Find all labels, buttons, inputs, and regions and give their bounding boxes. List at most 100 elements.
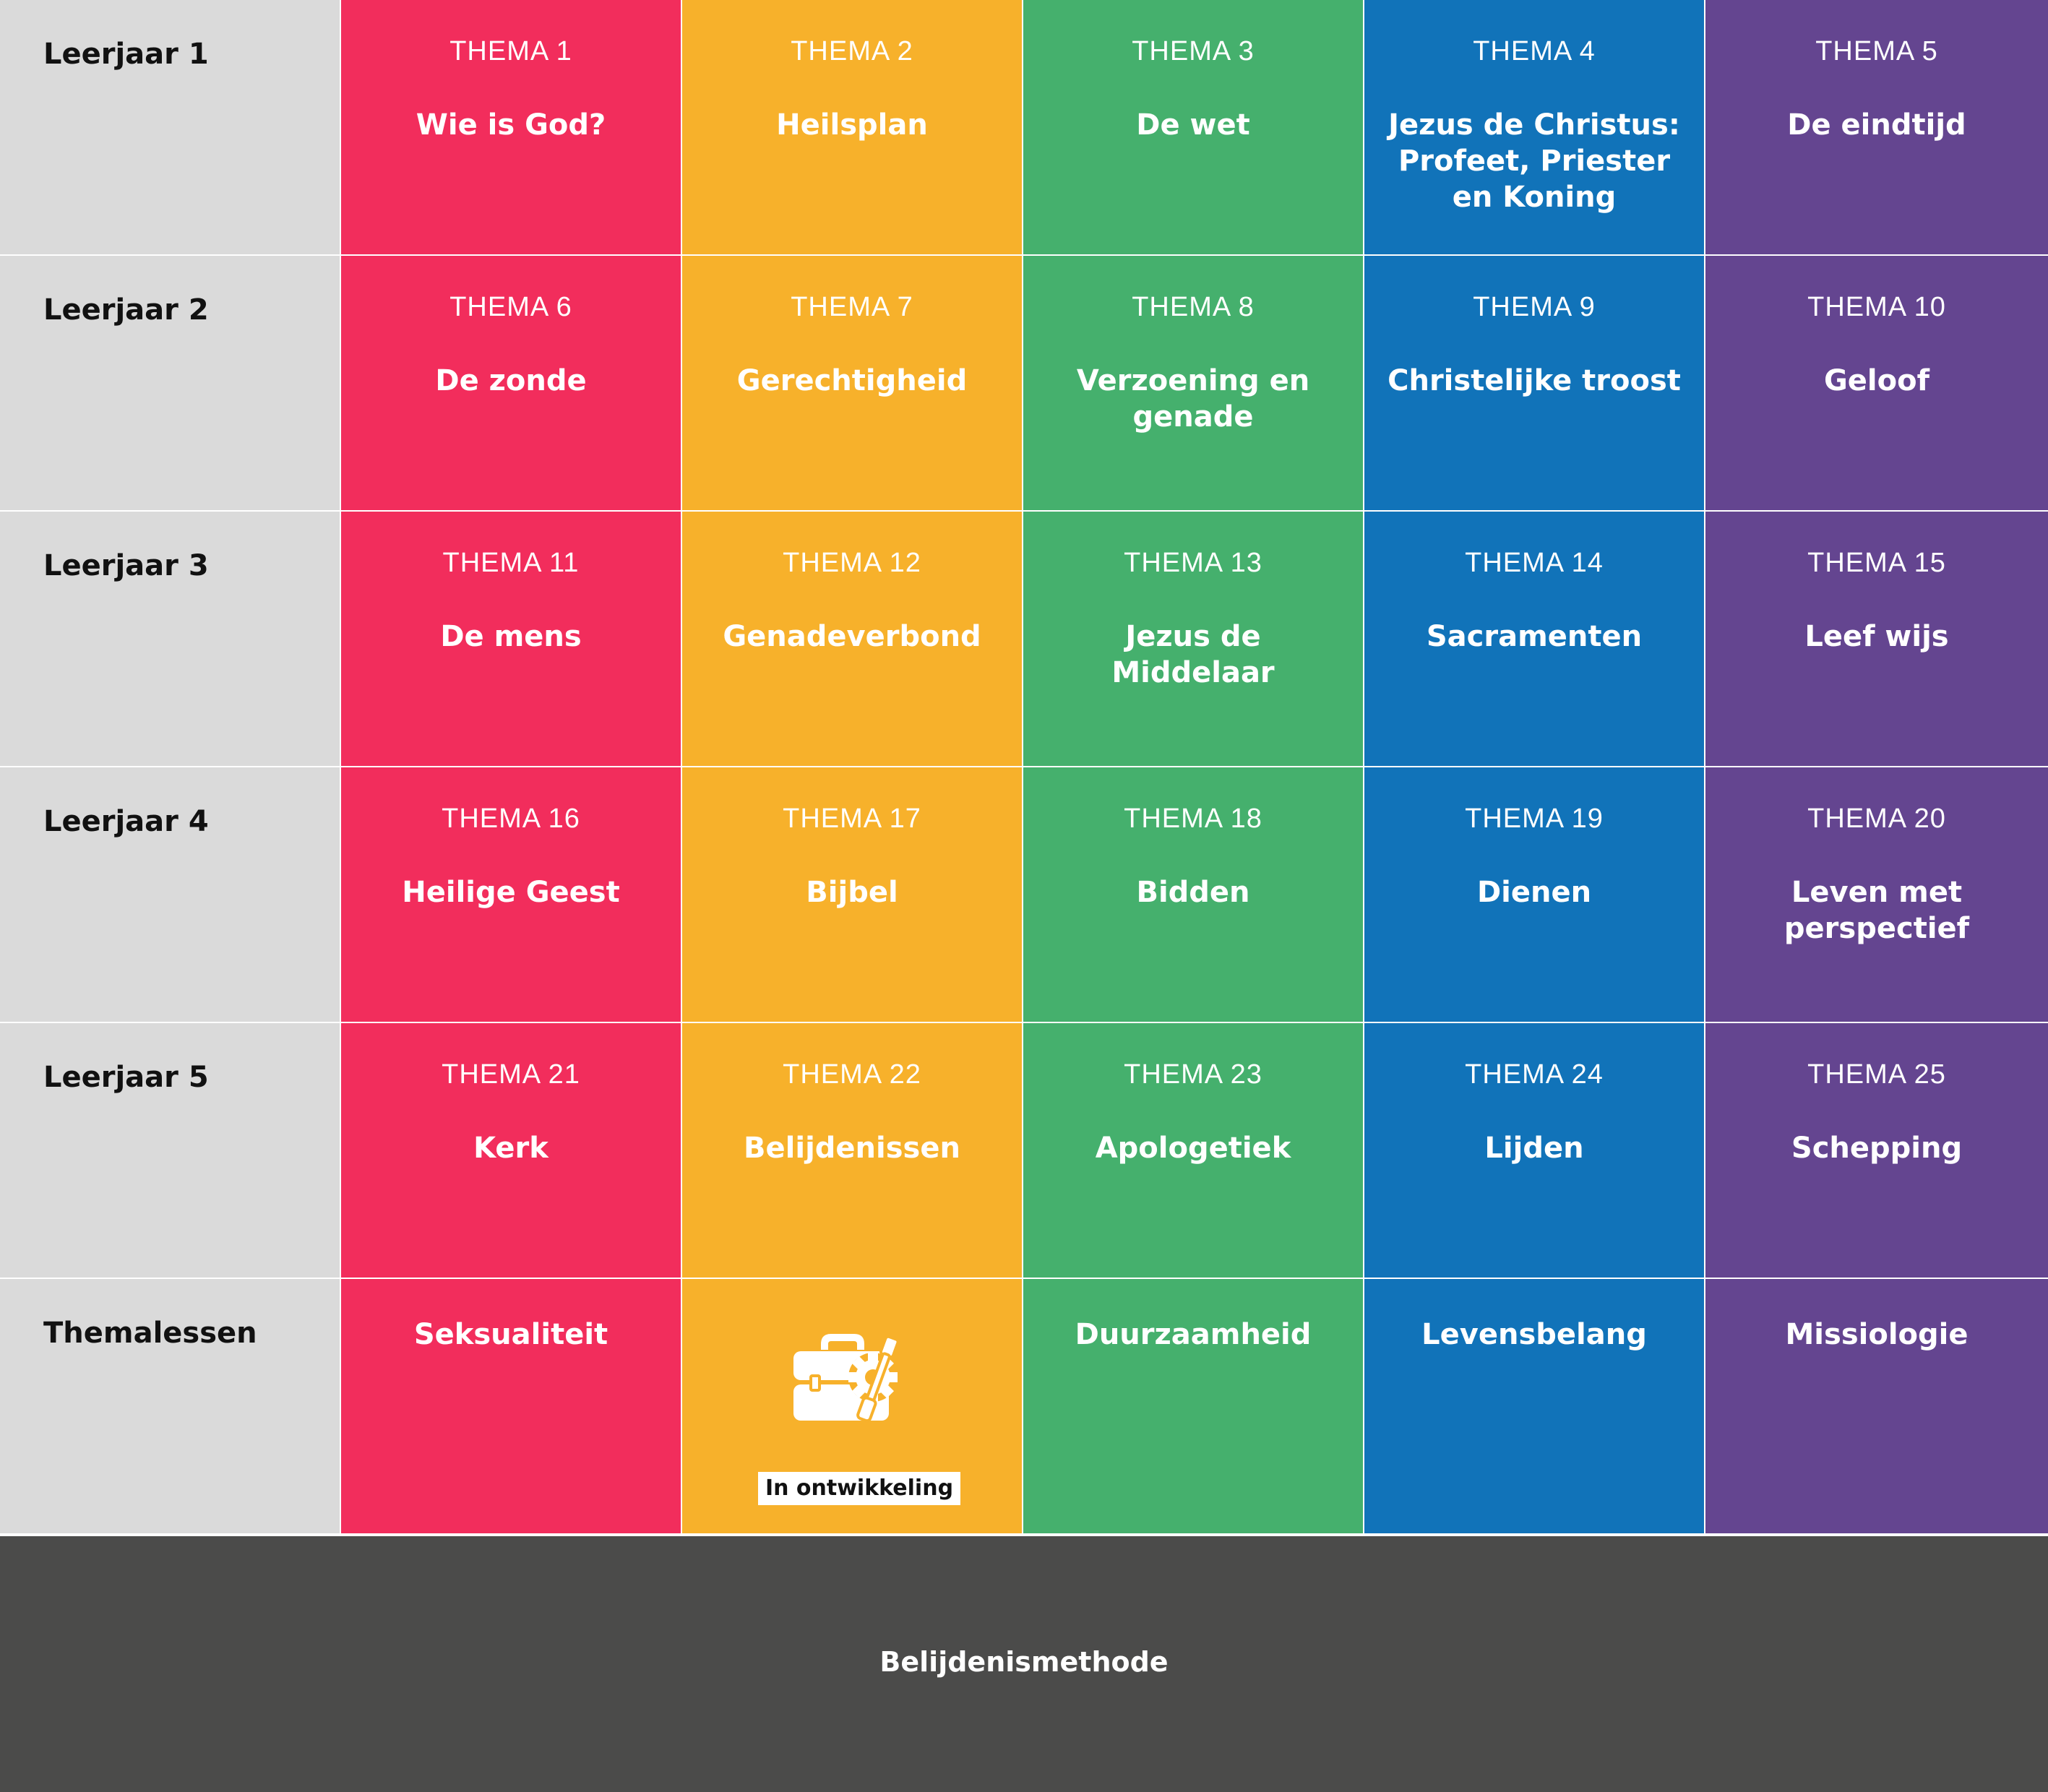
thema-title: Genadeverbond bbox=[723, 620, 981, 653]
thema-card-8[interactable]: THEMA 8 Verzoening en genade bbox=[1023, 256, 1364, 512]
thema-title: Heilsplan bbox=[776, 108, 928, 142]
thema-number: THEMA 2 bbox=[791, 36, 913, 66]
thema-title: Schepping bbox=[1791, 1132, 1963, 1165]
thema-title: Leef wijs bbox=[1804, 620, 1949, 653]
thema-number: THEMA 22 bbox=[783, 1059, 921, 1090]
thema-title: Belijdenissen bbox=[744, 1132, 960, 1165]
thema-card-10[interactable]: THEMA 10 Geloof bbox=[1705, 256, 2048, 512]
row-label-text: Themalessen bbox=[43, 1317, 257, 1350]
row-label-text: Leerjaar 4 bbox=[43, 805, 209, 838]
thema-title: De wet bbox=[1136, 108, 1250, 142]
thema-title: Apologetiek bbox=[1095, 1132, 1291, 1165]
thema-number: THEMA 4 bbox=[1473, 36, 1596, 66]
thema-number: THEMA 5 bbox=[1815, 36, 1938, 66]
thema-card-23[interactable]: THEMA 23 Apologetiek bbox=[1023, 1023, 1364, 1279]
thema-title: Gerechtigheid bbox=[736, 364, 968, 397]
thema-card-19[interactable]: THEMA 19 Dienen bbox=[1364, 767, 1705, 1023]
thema-card-18[interactable]: THEMA 18 Bidden bbox=[1023, 767, 1364, 1023]
thema-card-16[interactable]: THEMA 16 Heilige Geest bbox=[341, 767, 682, 1023]
themales-title: Levensbelang bbox=[1421, 1318, 1647, 1351]
footer-title: Belijdenismethode bbox=[879, 1646, 1169, 1678]
themales-title: Missiologie bbox=[1785, 1318, 1969, 1351]
thema-number: THEMA 8 bbox=[1132, 292, 1255, 322]
thema-number: THEMA 24 bbox=[1465, 1059, 1604, 1090]
thema-number: THEMA 23 bbox=[1124, 1059, 1262, 1090]
thema-card-12[interactable]: THEMA 12 Genadeverbond bbox=[682, 512, 1023, 767]
thema-card-9[interactable]: THEMA 9 Christelijke troost bbox=[1364, 256, 1705, 512]
thema-title: Heilige Geest bbox=[402, 876, 620, 909]
thema-card-25[interactable]: THEMA 25 Schepping bbox=[1705, 1023, 2048, 1279]
row-label-themalessen: Themalessen bbox=[0, 1279, 341, 1535]
themales-card-seksualiteit[interactable]: Seksualiteit bbox=[341, 1279, 682, 1535]
thema-title: Christelijke troost bbox=[1387, 364, 1681, 397]
row-label-text: Leerjaar 2 bbox=[43, 293, 209, 327]
row-label-leerjaar-4: Leerjaar 4 bbox=[0, 767, 341, 1023]
thema-card-15[interactable]: THEMA 15 Leef wijs bbox=[1705, 512, 2048, 767]
row-label-leerjaar-2: Leerjaar 2 bbox=[0, 256, 341, 512]
thema-title: Jezus de Christus: Profeet, Priester en … bbox=[1388, 108, 1680, 214]
thema-card-22[interactable]: THEMA 22 Belijdenissen bbox=[682, 1023, 1023, 1279]
curriculum-grid: Leerjaar 1 THEMA 1 Wie is God? THEMA 2 H… bbox=[0, 0, 2048, 1535]
thema-number: THEMA 7 bbox=[791, 292, 913, 322]
thema-card-11[interactable]: THEMA 11 De mens bbox=[341, 512, 682, 767]
thema-card-2[interactable]: THEMA 2 Heilsplan bbox=[682, 0, 1023, 256]
row-label-leerjaar-1: Leerjaar 1 bbox=[0, 0, 341, 256]
thema-number: THEMA 13 bbox=[1124, 548, 1262, 578]
thema-card-20[interactable]: THEMA 20 Leven met perspectief bbox=[1705, 767, 2048, 1023]
thema-title: Verzoening en genade bbox=[1076, 364, 1310, 434]
thema-card-4[interactable]: THEMA 4 Jezus de Christus: Profeet, Prie… bbox=[1364, 0, 1705, 256]
themales-card-levensbelang[interactable]: Levensbelang bbox=[1364, 1279, 1705, 1535]
toolbox-wrench-gear-icon bbox=[793, 1334, 900, 1423]
in-ontwikkeling-badge: In ontwikkeling bbox=[758, 1472, 960, 1505]
themales-card-in-ontwikkeling: In ontwikkeling bbox=[682, 1279, 1023, 1535]
thema-number: THEMA 20 bbox=[1807, 804, 1946, 834]
row-label-text: Leerjaar 3 bbox=[43, 549, 209, 582]
footer-banner: Belijdenismethode bbox=[0, 1536, 2048, 1792]
thema-title: Sacramenten bbox=[1426, 620, 1643, 653]
thema-number: THEMA 10 bbox=[1807, 292, 1946, 322]
thema-number: THEMA 19 bbox=[1465, 804, 1604, 834]
thema-title: Leven met perspectief bbox=[1784, 876, 1970, 945]
thema-number: THEMA 3 bbox=[1132, 36, 1255, 66]
row-label-text: Leerjaar 1 bbox=[43, 38, 209, 71]
row-label-leerjaar-5: Leerjaar 5 bbox=[0, 1023, 341, 1279]
thema-number: THEMA 21 bbox=[442, 1059, 580, 1090]
row-label-leerjaar-3: Leerjaar 3 bbox=[0, 512, 341, 767]
thema-card-17[interactable]: THEMA 17 Bijbel bbox=[682, 767, 1023, 1023]
thema-card-13[interactable]: THEMA 13 Jezus de Middelaar bbox=[1023, 512, 1364, 767]
thema-title: Dienen bbox=[1476, 876, 1592, 909]
thema-title: Wie is God? bbox=[416, 108, 606, 142]
thema-title: De eindtijd bbox=[1787, 108, 1966, 142]
themales-card-missiologie[interactable]: Missiologie bbox=[1705, 1279, 2048, 1535]
thema-card-14[interactable]: THEMA 14 Sacramenten bbox=[1364, 512, 1705, 767]
thema-title: Jezus de Middelaar bbox=[1111, 620, 1275, 689]
thema-number: THEMA 12 bbox=[783, 548, 921, 578]
thema-card-21[interactable]: THEMA 21 Kerk bbox=[341, 1023, 682, 1279]
thema-card-1[interactable]: THEMA 1 Wie is God? bbox=[341, 0, 682, 256]
thema-card-3[interactable]: THEMA 3 De wet bbox=[1023, 0, 1364, 256]
thema-title: Geloof bbox=[1823, 364, 1930, 397]
thema-number: THEMA 9 bbox=[1473, 292, 1596, 322]
thema-title: Lijden bbox=[1484, 1132, 1584, 1165]
thema-title: Bidden bbox=[1136, 876, 1250, 909]
thema-card-24[interactable]: THEMA 24 Lijden bbox=[1364, 1023, 1705, 1279]
thema-number: THEMA 16 bbox=[442, 804, 580, 834]
themales-title: Duurzaamheid bbox=[1075, 1318, 1312, 1351]
thema-number: THEMA 14 bbox=[1465, 548, 1604, 578]
themales-card-duurzaamheid[interactable]: Duurzaamheid bbox=[1023, 1279, 1364, 1535]
thema-card-7[interactable]: THEMA 7 Gerechtigheid bbox=[682, 256, 1023, 512]
thema-number: THEMA 17 bbox=[783, 804, 921, 834]
thema-number: THEMA 6 bbox=[449, 292, 572, 322]
thema-card-6[interactable]: THEMA 6 De zonde bbox=[341, 256, 682, 512]
thema-title: De mens bbox=[440, 620, 582, 653]
thema-title: De zonde bbox=[435, 364, 587, 397]
thema-number: THEMA 11 bbox=[442, 548, 580, 578]
row-label-text: Leerjaar 5 bbox=[43, 1061, 209, 1094]
thema-title: Bijbel bbox=[806, 876, 898, 909]
themales-title: Seksualiteit bbox=[413, 1318, 608, 1351]
thema-card-5[interactable]: THEMA 5 De eindtijd bbox=[1705, 0, 2048, 256]
thema-number: THEMA 18 bbox=[1124, 804, 1262, 834]
thema-number: THEMA 15 bbox=[1807, 548, 1946, 578]
thema-number: THEMA 1 bbox=[449, 36, 572, 66]
thema-number: THEMA 25 bbox=[1807, 1059, 1946, 1090]
